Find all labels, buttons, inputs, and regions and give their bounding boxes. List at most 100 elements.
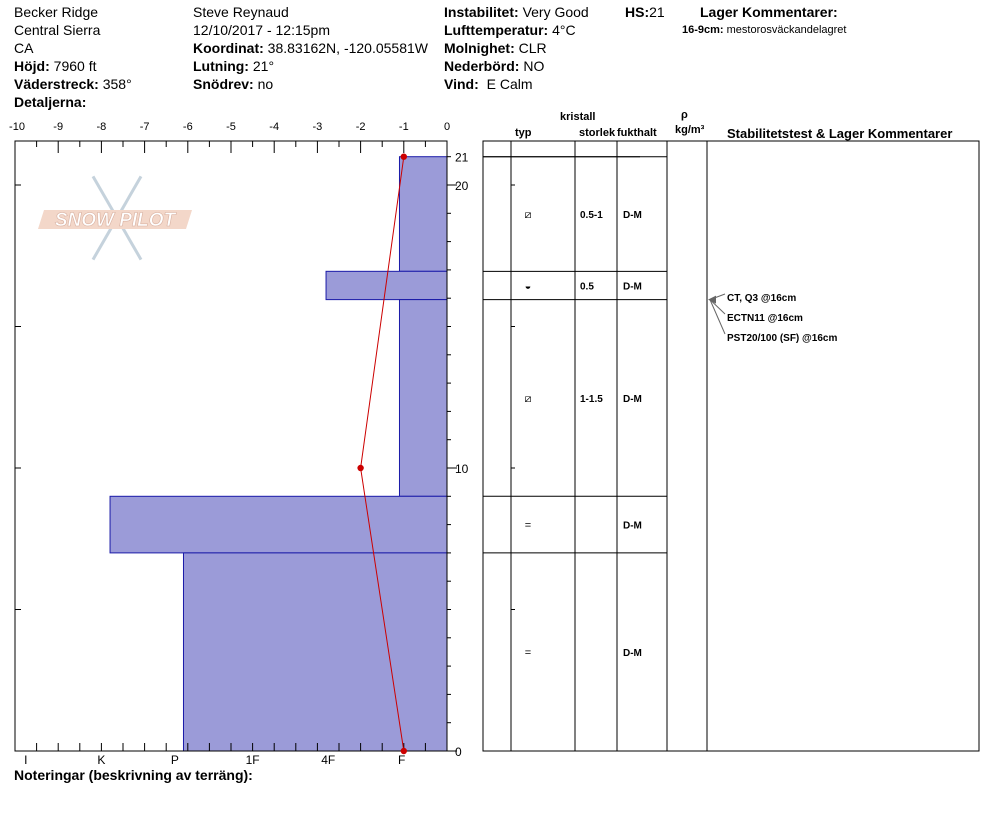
observer: Steve Reynaud [193,4,289,20]
instability-label: Instabilitet: [444,4,519,20]
hardness-axis-label: I [24,753,27,767]
slope-label: Lutning: [193,58,249,74]
location-name: Becker Ridge [14,4,99,20]
layer-moisture: D-M [623,210,642,221]
snowpilot-logo-text: SNOW PILOT [55,210,177,231]
aspect-label: Väderstreck: [14,76,99,92]
hs-depth-label: 21 [455,151,469,165]
airtemp-row: Lufttemperatur: 4°C [444,22,576,39]
hardness-bar-3 [398,299,448,497]
layer-moisture: D-M [623,648,642,659]
mountain-range: Central Sierra [14,22,101,38]
layer-grain-type: = [525,520,531,532]
layer-moisture: D-M [623,281,642,292]
cloud-value: CLR [518,40,547,56]
layer-grain-type: ⧄ [525,393,532,405]
airtemp-label: Lufttemperatur: [444,22,549,38]
slope-row: Lutning: 21° [193,58,274,75]
wind-value: E Calm [486,76,533,92]
notes-label: Noteringar (beskrivning av terräng): [14,767,253,783]
layer-comment-row: 16-9cm: mestorosväckandelagret [682,24,846,37]
layer-moisture: D-M [623,394,642,405]
depth-label: 20 [455,179,469,193]
stability-test-label: ECTN11 @16cm [727,313,803,324]
elevation-row: Höjd: 7960 ft [14,58,96,75]
hs-label: HS: [625,4,650,20]
elevation-value: 7960 ft [53,58,97,74]
elevation-label: Höjd: [14,58,50,74]
col-type-label: typ [515,127,532,139]
depth-label: 0 [455,745,462,759]
layer-moisture: D-M [623,521,642,532]
state: CA [14,40,34,56]
top-axis-tick-label: -5 [226,121,236,133]
layer-comment-depth: 16-9cm: [682,24,724,36]
precip-value: NO [523,58,545,74]
drift-label: Snödrev: [193,76,254,92]
hardness-bar-1 [398,156,448,272]
stability-arrow-head [708,295,716,304]
stability-test-leader [709,299,726,335]
coordinate-value: 38.83162N, -120.05581W [267,40,428,56]
top-axis-tick-label: -3 [313,121,323,133]
layer-grain-size: 1-1.5 [580,394,603,405]
layer-grain-size: 0.5 [580,281,594,292]
col-density-rho: ρ [681,109,688,121]
wind-row: Vind: E Calm [444,76,533,93]
layer-comment-text: mestorosväckandelagret [726,24,847,36]
layer-comments-label: Lager Kommentarer: [700,4,838,20]
airtemp-value: 4°C [552,22,576,38]
stability-test-label: PST20/100 (SF) @16cm [727,333,837,344]
col-density-unit: kg/m³ [675,124,705,136]
top-axis-tick-label: -10 [9,121,25,133]
hardness-bar-5 [182,552,448,752]
layer-table-frame [482,140,980,752]
hardness-bar-2 [325,270,448,301]
hardness-axis-label: P [171,753,179,767]
details-label: Detaljerna: [14,94,87,110]
col-stability-label: Stabilitetstest & Lager Kommentarer [727,126,953,141]
top-axis-tick-label: 0 [444,121,450,133]
stability-test-leader [709,299,726,315]
coordinate-label: Koordinat: [193,40,264,56]
top-axis-tick-label: -6 [183,121,193,133]
stability-test-label: CT, Q3 @16cm [727,293,796,304]
col-moisture-label: fukthalt [617,127,657,139]
top-axis-tick-label: -7 [140,121,150,133]
hardness-axis-label: K [97,753,105,767]
layer-grain-size: 0.5-1 [580,210,603,221]
precip-label: Nederbörd: [444,58,520,74]
instability-row: Instabilitet: Very Good [444,4,589,21]
layer-grain-type: ◒ [525,280,532,292]
hs-value: 21 [649,4,665,20]
temperature-point [400,747,407,755]
aspect-row: Väderstreck: 358° [14,76,132,93]
depth-label: 10 [455,462,469,476]
top-axis-tick-label: -1 [399,121,409,133]
coordinate-row: Koordinat: 38.83162N, -120.05581W [193,40,428,57]
hardness-axis-label: 1F [246,753,260,767]
wind-label: Vind: [444,76,479,92]
layer-grain-type: = [525,647,531,659]
top-axis-tick-label: -9 [53,121,63,133]
aspect-value: 358° [102,76,132,92]
hs-row: HS:21 [625,4,665,21]
top-axis-tick-label: -8 [97,121,107,133]
layer-grain-type: ⧄ [525,209,532,221]
snowpilot-logo: SNOW PILOT [38,175,192,261]
temperature-point [357,464,364,472]
temperature-point [400,153,407,160]
top-axis-tick-label: -2 [356,121,366,133]
drift-row: Snödrev: no [193,76,273,93]
hardness-axis-label: F [398,753,405,767]
hardness-bar-4 [109,495,448,554]
col-crystal-label: kristall [560,111,596,123]
datetime: 12/10/2017 - 12:15pm [193,22,330,38]
cloud-label: Molnighet: [444,40,515,56]
hardness-axis-label: 4F [321,753,335,767]
precip-row: Nederbörd: NO [444,58,544,75]
drift-value: no [257,76,274,92]
top-axis-tick-label: -4 [269,121,279,133]
instability-value: Very Good [522,4,589,20]
